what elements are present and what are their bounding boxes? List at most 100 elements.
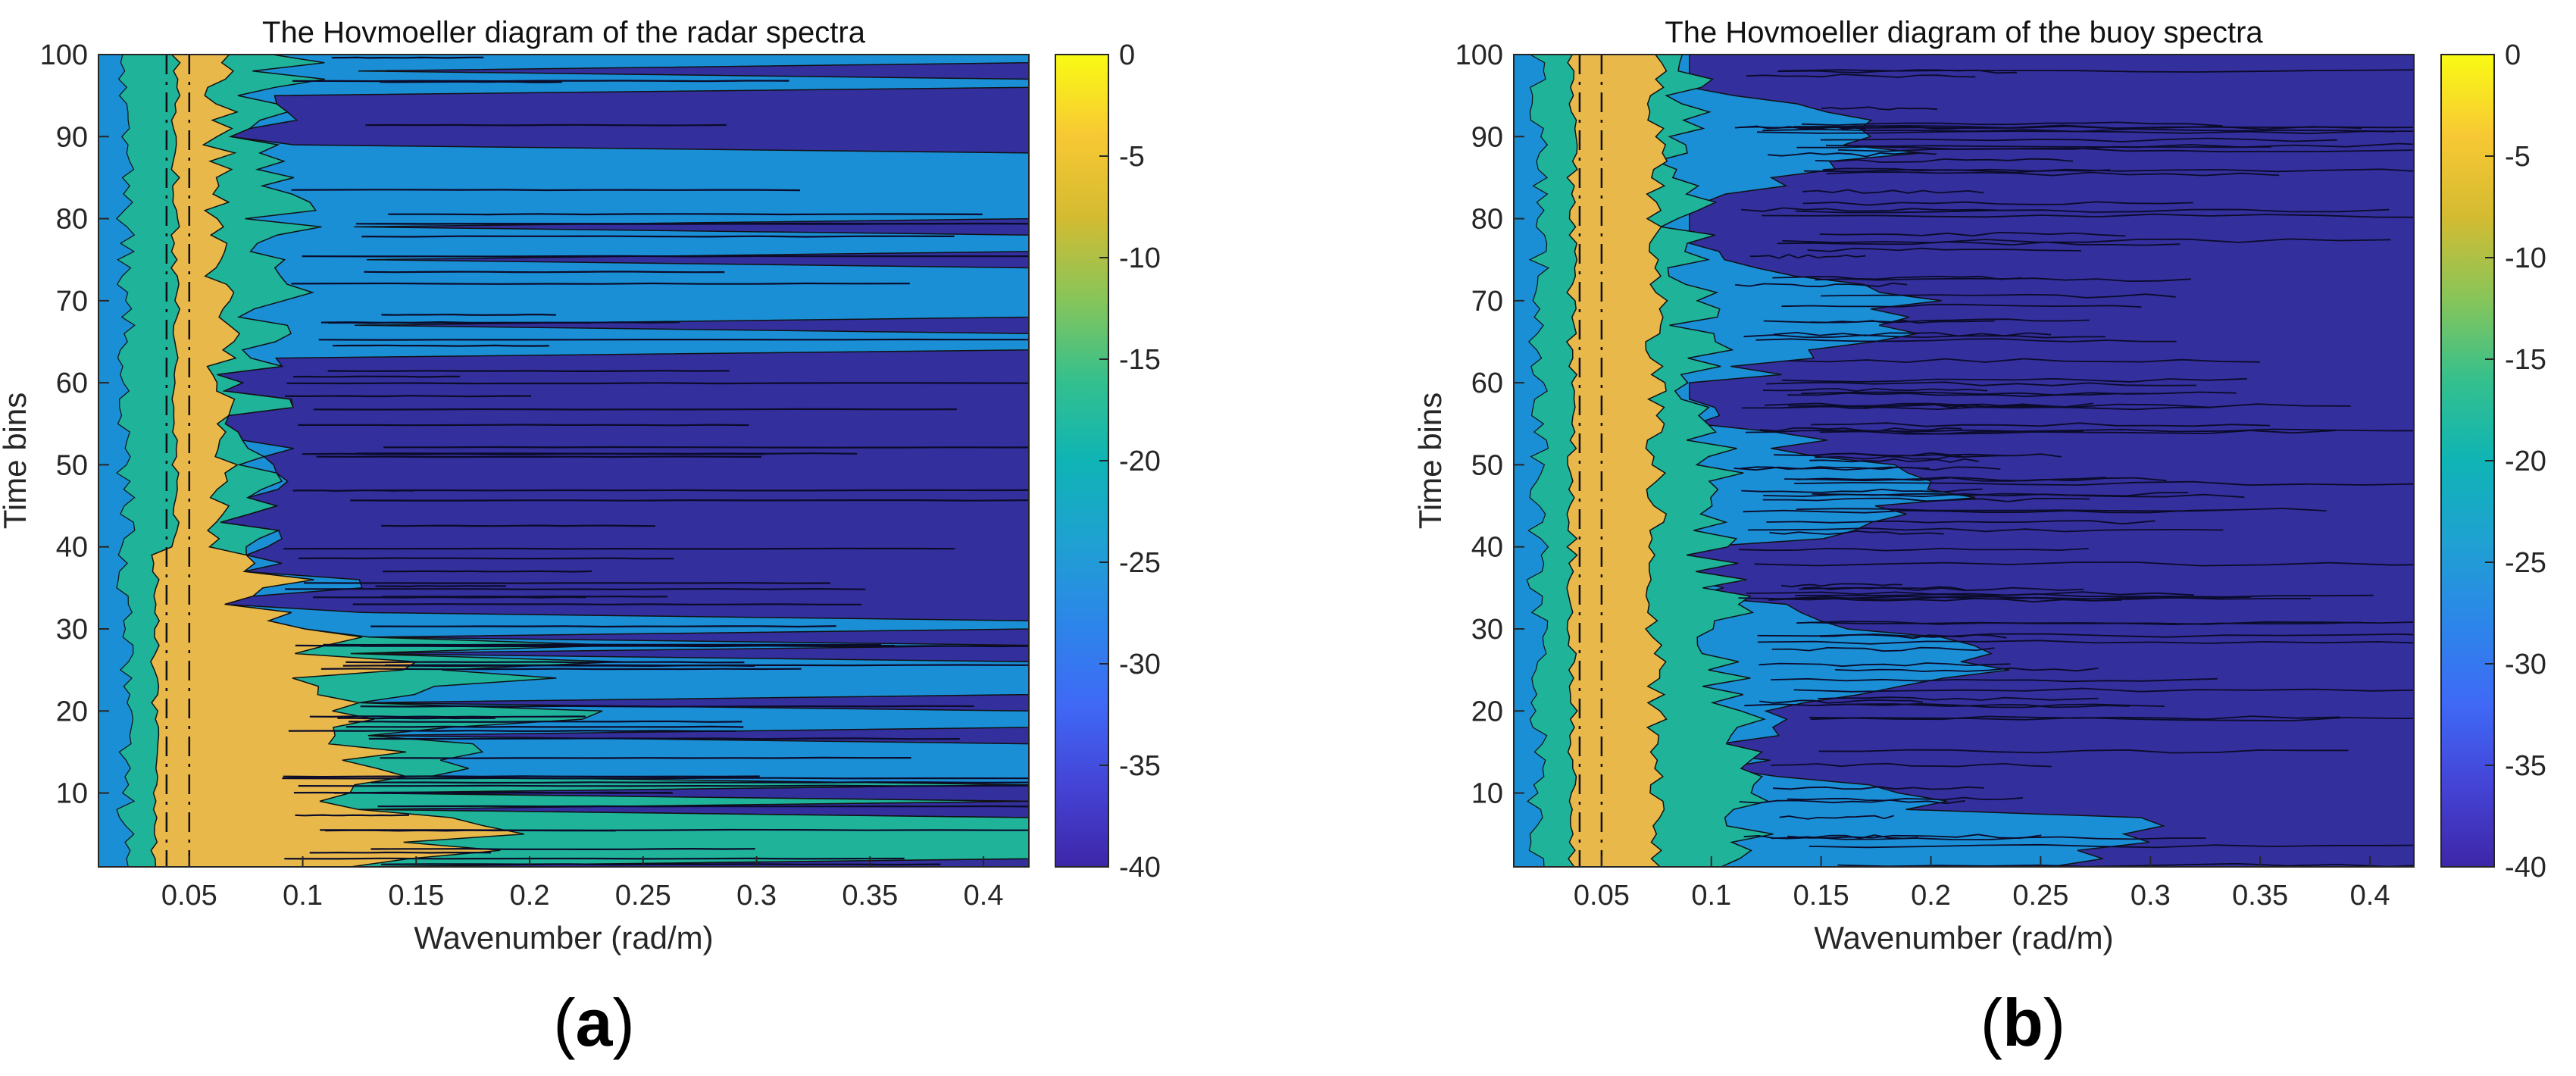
contour-line: [1777, 69, 2018, 74]
y-tick-label: 40: [1471, 532, 1503, 564]
contour-line: [365, 124, 727, 127]
contour-line: [370, 625, 836, 628]
contour-line: [1801, 391, 2237, 396]
x-tick-label: 0.4: [2350, 880, 2390, 912]
contour-line: [291, 189, 801, 192]
contour-line: [1756, 130, 2414, 135]
contour-band-above-minus10: [150, 55, 524, 867]
contour-line: [1739, 799, 1965, 805]
contour-line: [316, 455, 761, 458]
contour-line: [1769, 530, 1944, 535]
contour-line: [1762, 387, 1988, 393]
colorbar-tick-label: -30: [2505, 649, 2546, 680]
contour-line: [1782, 238, 2391, 244]
contour-line: [1811, 422, 2271, 427]
colorbar-tick-label: -20: [2505, 446, 2546, 477]
chart-panel-a: 0.05 0.1 0.15 0.2 0.25 0.3 0.35 0.4 10 20 30 40 50 60…: [0, 16, 1161, 1060]
contour-line: [1743, 834, 1918, 840]
contour-line: [1771, 646, 1995, 652]
subcaption: (b): [1980, 985, 2065, 1060]
y-tick-label: 30: [1471, 614, 1503, 646]
contour-line: [370, 781, 1029, 784]
contour-line: [1741, 488, 1983, 493]
contour-line: [1784, 476, 2107, 482]
contour-line: [298, 424, 749, 427]
colorbar-tick-label: -25: [1119, 547, 1161, 579]
contour-line: [1768, 597, 2122, 603]
contour-line: [377, 805, 1029, 808]
contour-line: [1757, 640, 2414, 645]
contour-line: [1744, 702, 2165, 708]
contour-line: [383, 446, 1029, 449]
contour-line: [1764, 402, 2093, 408]
contour-line: [1809, 843, 2414, 849]
contour-line: [1735, 282, 1908, 288]
contour-line: [1745, 430, 2084, 435]
contour-line: [381, 524, 656, 527]
contour-line: [302, 255, 1029, 258]
x-tick-label: 0.2: [1911, 880, 1951, 912]
contour-line: [350, 499, 1029, 502]
contour-field: [98, 55, 1029, 867]
contour-line: [1787, 392, 2147, 398]
contour-line: [1758, 662, 2011, 668]
contour-line: [288, 730, 736, 732]
contour-line: [299, 557, 674, 560]
colorbar-tick-label: -15: [2505, 344, 2546, 376]
contour-line: [1801, 121, 2223, 127]
contour-line: [1811, 319, 1995, 324]
contour-line: [380, 80, 562, 83]
contour-line: [1815, 277, 2191, 283]
colorbar-tick-label: -35: [1119, 750, 1161, 782]
contour-line: [1818, 696, 2099, 701]
colorbar-tick-label: 0: [2505, 39, 2521, 71]
y-tick-label: 50: [56, 449, 88, 481]
y-tick-label: 20: [1471, 696, 1503, 727]
contour-line: [292, 80, 789, 83]
contour-line: [1749, 253, 1866, 259]
colorbar-tick-label: -40: [1119, 852, 1161, 884]
contour-line: [1743, 334, 2106, 339]
contour-line: [337, 717, 496, 720]
colorbar-tick-label: -5: [1119, 141, 1145, 173]
contour-line: [312, 596, 586, 599]
contour-line: [291, 282, 910, 285]
contour-line: [1771, 836, 2206, 841]
x-tick-label: 0.25: [615, 880, 671, 912]
y-tick-label: 100: [40, 39, 88, 71]
contour-line: [383, 570, 592, 573]
y-tick-label: 70: [56, 286, 88, 317]
contour-line: [1810, 717, 2414, 722]
contour-line: [1819, 231, 2126, 237]
contour-line: [309, 851, 492, 854]
contour-line: [1757, 633, 2414, 638]
contour-line: [1794, 480, 2414, 486]
contour-line: [1821, 106, 1938, 111]
contour-line: [345, 661, 745, 664]
contour-line: [1771, 762, 2052, 768]
contour-line: [1768, 152, 1937, 158]
y-tick-label: 80: [56, 204, 88, 236]
y-axis-label: Time bins: [1412, 393, 1448, 530]
colorbar-tick-label: -40: [2505, 852, 2546, 884]
contour-line: [1819, 430, 2337, 435]
contour-band-left-edge: [98, 55, 136, 867]
colorbar-tick-label: -30: [1119, 649, 1161, 680]
y-tick-label: 10: [1471, 778, 1503, 810]
contour-line: [320, 321, 680, 324]
contour-line: [1837, 862, 2414, 867]
contour-line: [323, 643, 882, 646]
chart-title: The Hovmoeller diagram of the radar spec…: [262, 16, 866, 49]
contour-line: [372, 489, 1029, 492]
x-axis-label: Wavenumber (rad/m): [1814, 920, 2113, 956]
contour-line: [368, 737, 960, 740]
contour-line: [1759, 427, 1962, 433]
contour-band-left-edge: [1514, 55, 1550, 867]
contour-line: [1837, 147, 2413, 153]
contour-line: [1796, 621, 2362, 626]
contour-line: [1835, 667, 2099, 673]
x-tick-label: 0.4: [964, 880, 1004, 912]
contour-line: [1741, 207, 1998, 212]
contour-line: [1799, 586, 2084, 592]
x-tick-label: 0.15: [1793, 880, 1849, 912]
